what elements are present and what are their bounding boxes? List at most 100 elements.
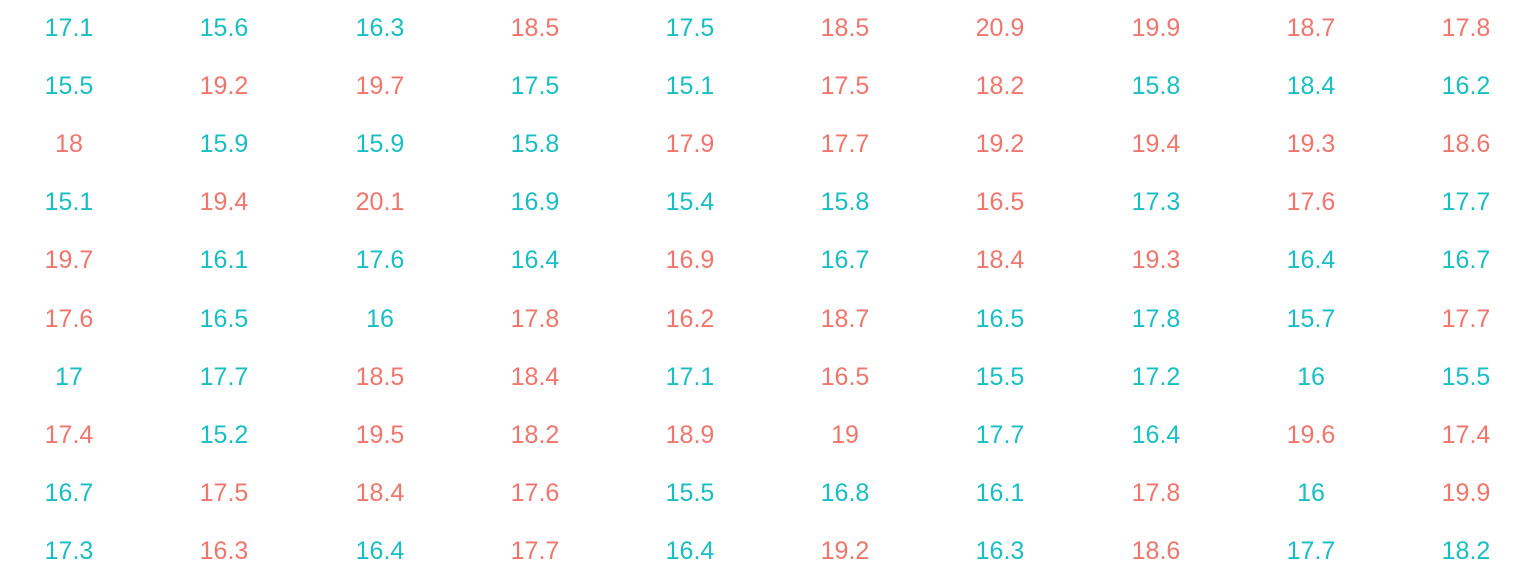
table-cell: 17.5 xyxy=(510,72,560,100)
table-cell: 15.5 xyxy=(44,72,94,100)
table-cell: 18.6 xyxy=(1131,537,1181,565)
table-cell: 17.6 xyxy=(510,479,560,507)
table-cell: 16.5 xyxy=(820,363,870,391)
table-cell: 18.9 xyxy=(665,421,715,449)
table-cell: 15.6 xyxy=(199,14,249,42)
table-cell: 17.3 xyxy=(44,537,94,565)
table-cell: 15.2 xyxy=(199,421,249,449)
table-cell: 15.4 xyxy=(665,188,715,216)
table-cell: 18.2 xyxy=(975,72,1025,100)
table-cell: 18.2 xyxy=(510,421,560,449)
table-cell: 17.5 xyxy=(665,14,715,42)
table-cell: 18 xyxy=(55,130,83,158)
table-cell: 17.8 xyxy=(1131,479,1181,507)
table-cell: 15.7 xyxy=(1286,305,1336,333)
table-cell: 17 xyxy=(55,363,83,391)
table-cell: 16 xyxy=(1297,363,1325,391)
table-cell: 19.2 xyxy=(820,537,870,565)
table-cell: 15.8 xyxy=(1131,72,1181,100)
table-cell: 19.4 xyxy=(1131,130,1181,158)
table-cell: 17.5 xyxy=(199,479,249,507)
table-cell: 15.9 xyxy=(355,130,405,158)
table-cell: 17.8 xyxy=(1441,14,1491,42)
table-cell: 16.4 xyxy=(1286,246,1336,274)
table-cell: 18.4 xyxy=(1286,72,1336,100)
table-cell: 16.2 xyxy=(665,305,715,333)
table-cell: 16.5 xyxy=(975,305,1025,333)
table-cell: 19.9 xyxy=(1441,479,1491,507)
table-cell: 17.7 xyxy=(1286,537,1336,565)
table-cell: 16.1 xyxy=(199,246,249,274)
table-cell: 15.1 xyxy=(665,72,715,100)
table-cell: 16.9 xyxy=(665,246,715,274)
table-cell: 16.1 xyxy=(975,479,1025,507)
table-cell: 17.9 xyxy=(665,130,715,158)
table-cell: 19.2 xyxy=(199,72,249,100)
table-cell: 16.4 xyxy=(1131,421,1181,449)
table-cell: 18.5 xyxy=(820,14,870,42)
table-cell: 15.8 xyxy=(510,130,560,158)
table-cell: 19.3 xyxy=(1131,246,1181,274)
table-cell: 17.1 xyxy=(44,14,94,42)
table-cell: 16.4 xyxy=(665,537,715,565)
table-cell: 17.8 xyxy=(510,305,560,333)
table-cell: 18.5 xyxy=(510,14,560,42)
table-cell: 20.1 xyxy=(355,188,405,216)
table-cell: 15.8 xyxy=(820,188,870,216)
table-cell: 17.8 xyxy=(1131,305,1181,333)
table-cell: 19.5 xyxy=(355,421,405,449)
table-cell: 17.6 xyxy=(1286,188,1336,216)
table-cell: 17.7 xyxy=(1441,188,1491,216)
table-cell: 18.4 xyxy=(510,363,560,391)
table-cell: 19.4 xyxy=(199,188,249,216)
table-cell: 17.2 xyxy=(1131,363,1181,391)
table-cell: 20.9 xyxy=(975,14,1025,42)
table-cell: 18.5 xyxy=(355,363,405,391)
table-cell: 19.9 xyxy=(1131,14,1181,42)
table-cell: 15.9 xyxy=(199,130,249,158)
table-cell: 17.4 xyxy=(44,421,94,449)
table-cell: 16.3 xyxy=(355,14,405,42)
table-cell: 19.7 xyxy=(355,72,405,100)
table-cell: 19.7 xyxy=(44,246,94,274)
table-cell: 16.7 xyxy=(820,246,870,274)
table-cell: 17.7 xyxy=(975,421,1025,449)
table-cell: 16.5 xyxy=(975,188,1025,216)
table-cell: 16.3 xyxy=(975,537,1025,565)
table-cell: 16.9 xyxy=(510,188,560,216)
table-cell: 15.5 xyxy=(665,479,715,507)
table-cell: 18.4 xyxy=(355,479,405,507)
table-cell: 18.7 xyxy=(820,305,870,333)
table-cell: 18.7 xyxy=(1286,14,1336,42)
table-cell: 19.2 xyxy=(975,130,1025,158)
table-cell: 17.7 xyxy=(510,537,560,565)
table-cell: 16 xyxy=(366,305,394,333)
table-cell: 18.2 xyxy=(1441,537,1491,565)
table-cell: 18.4 xyxy=(975,246,1025,274)
table-cell: 16.4 xyxy=(510,246,560,274)
table-cell: 16.5 xyxy=(199,305,249,333)
table-cell: 18.6 xyxy=(1441,130,1491,158)
table-cell: 16 xyxy=(1297,479,1325,507)
table-cell: 16.4 xyxy=(355,537,405,565)
table-cell: 15.5 xyxy=(1441,363,1491,391)
table-cell: 16.2 xyxy=(1441,72,1491,100)
table-cell: 17.7 xyxy=(820,130,870,158)
table-cell: 16.7 xyxy=(1441,246,1491,274)
table-cell: 17.6 xyxy=(355,246,405,274)
table-cell: 19 xyxy=(831,421,859,449)
table-cell: 17.7 xyxy=(1441,305,1491,333)
table-cell: 16.7 xyxy=(44,479,94,507)
table-cell: 17.1 xyxy=(665,363,715,391)
table-cell: 16.8 xyxy=(820,479,870,507)
table-cell: 17.3 xyxy=(1131,188,1181,216)
table-cell: 17.7 xyxy=(199,363,249,391)
table-cell: 15.5 xyxy=(975,363,1025,391)
table-cell: 17.5 xyxy=(820,72,870,100)
table-cell: 16.3 xyxy=(199,537,249,565)
table-cell: 19.3 xyxy=(1286,130,1336,158)
table-cell: 15.1 xyxy=(44,188,94,216)
table-cell: 17.6 xyxy=(44,305,94,333)
table-cell: 19.6 xyxy=(1286,421,1336,449)
